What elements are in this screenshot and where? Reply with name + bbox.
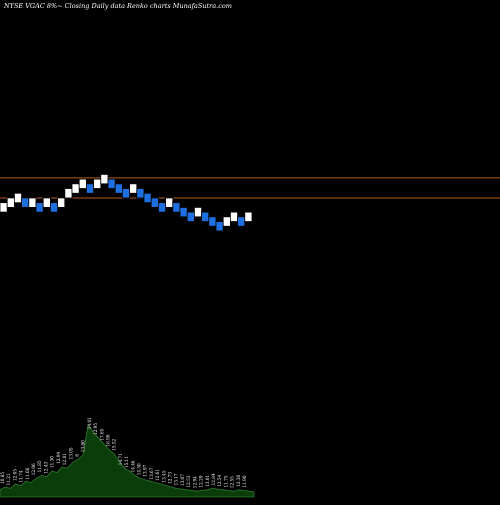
volume-label: 12.84: [211, 473, 216, 485]
renko-brick-up: [165, 197, 174, 208]
renko-brick-down: [143, 192, 152, 204]
volume-label: 11.90: [242, 475, 247, 487]
volume-panel: [0, 423, 255, 498]
renko-brick-up: [193, 206, 202, 218]
renko-brick-down: [157, 202, 166, 213]
volume-label: 10.85: [0, 472, 5, 484]
volume-label: 12.95: [93, 423, 98, 435]
volume-label: 15.52: [112, 438, 117, 450]
volume-label: 12.53: [186, 475, 191, 487]
volume-label: 11.75: [223, 475, 228, 487]
volume-label: 13.80: [81, 440, 86, 452]
volume-label: 13.97: [143, 464, 148, 476]
chart-title: NYSE VGAC 8%~ Closing Daily data Renko c…: [3, 2, 232, 10]
renko-brick-up: [64, 188, 73, 199]
renko-brick-down: [215, 221, 224, 232]
volume-label: 12.06: [31, 463, 36, 475]
volume-label: 17.65: [99, 428, 104, 440]
volume-label: 12.05: [12, 469, 17, 481]
renko-brick-up: [42, 197, 51, 208]
volume-label: 13.45: [161, 470, 166, 482]
renko-brick-up: [57, 197, 66, 208]
volume-label: 11.08: [25, 467, 30, 479]
renko-brick-up: [229, 211, 238, 222]
volume-area: [0, 423, 255, 498]
volume-label: 12.36: [236, 474, 241, 486]
renko-brick-up: [93, 178, 102, 189]
renko-brick-up: [244, 211, 253, 222]
volume-label: 12.61: [155, 469, 160, 481]
volume-label: 13.07: [180, 474, 185, 486]
volume-label: 11.74: [19, 470, 24, 482]
volume-label: 14.46: [130, 460, 135, 472]
volume-label: 6: [75, 454, 80, 457]
renko-brick-down: [186, 211, 195, 222]
renko-brick-down: [114, 183, 123, 194]
volume-label: 12.94: [56, 451, 61, 463]
renko-brick-up: [0, 202, 8, 213]
renko-brick-up: [222, 216, 231, 227]
renko-brick-down: [122, 188, 131, 199]
renko-brick-down: [201, 211, 210, 222]
renko-brick-up: [129, 183, 138, 194]
renko-brick-up: [71, 183, 80, 194]
volume-label: 11.85: [37, 460, 42, 472]
renko-brick-down: [237, 216, 246, 227]
volume-label: 12.94: [192, 476, 197, 488]
renko-brick-down: [150, 197, 159, 208]
renko-brick-down: [21, 197, 30, 208]
volume-label: 14.01: [87, 417, 92, 429]
volume-label: 12.55: [230, 476, 235, 488]
volume-label: 11.30: [50, 456, 55, 468]
volume-label: 11.21: [6, 473, 11, 485]
renko-brick-down: [172, 202, 181, 213]
volume-label: 14.50: [137, 463, 142, 475]
renko-brick-up: [28, 197, 37, 208]
volume-label: 12.73: [168, 472, 173, 484]
reference-lines: [0, 177, 500, 199]
volume-label: 14.71: [118, 453, 123, 465]
renko-brick-up: [78, 178, 87, 189]
renko-brick-up: [6, 197, 15, 208]
volume-label: 13.01: [205, 474, 210, 486]
renko-brick-down: [50, 202, 59, 213]
renko-brick-down: [107, 178, 116, 189]
renko-brick-up: [100, 173, 109, 185]
volume-label: 12.29: [199, 475, 204, 487]
renko-brick-down: [35, 202, 44, 213]
volume-label: 12.81: [62, 453, 67, 465]
volume-label: 16.98: [106, 434, 111, 446]
renko-brick-down: [179, 206, 188, 218]
volume-label: 13.17: [174, 473, 179, 485]
volume-label: 12.54: [217, 474, 222, 486]
renko-brick-down: [136, 188, 145, 199]
volume-label: 15.11: [124, 456, 129, 468]
renko-brick-down: [208, 216, 217, 227]
volume-label: 13.67: [149, 467, 154, 479]
volume-label: 13.05: [68, 447, 73, 459]
volume-label: 12.43: [43, 461, 48, 473]
renko-brick-up: [13, 192, 22, 204]
renko-bricks: [0, 173, 253, 232]
renko-brick-down: [86, 183, 95, 194]
volume-labels: 10.85 11.21 12.05 11.74 11.08 12.06 11.85 12.43…: [0, 417, 247, 488]
